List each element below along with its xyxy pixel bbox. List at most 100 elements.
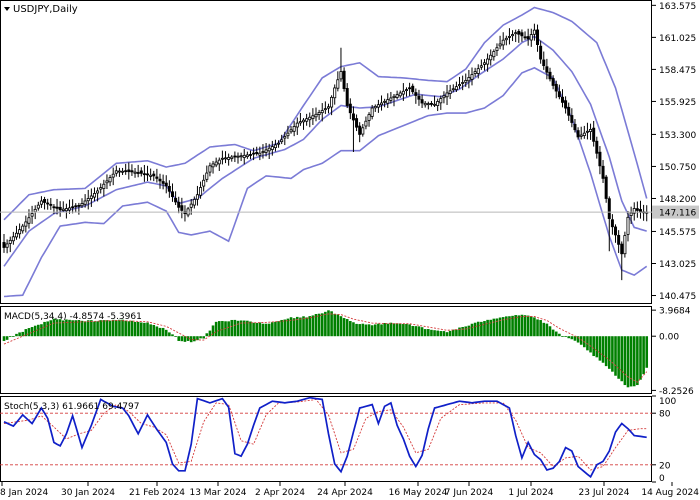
- candle-body: [283, 136, 287, 139]
- macd-bar: [339, 316, 343, 337]
- macd-bar: [217, 321, 221, 337]
- macd-bar: [505, 316, 508, 337]
- price-axis-label: 148.200: [659, 195, 696, 205]
- date-axis-label: 8 Jan 2024: [0, 488, 48, 498]
- macd-bar: [21, 331, 25, 337]
- macd-bar: [604, 336, 608, 367]
- macd-bar: [196, 336, 199, 341]
- candle-body: [392, 95, 396, 98]
- candle-body: [180, 205, 184, 211]
- macd-bar: [345, 319, 349, 337]
- candle-body: [124, 170, 128, 173]
- date-axis-label: 2 Apr 2024: [255, 488, 305, 498]
- date-axis-label: 13 Mar 2024: [189, 488, 246, 498]
- candle-body: [199, 187, 203, 196]
- candle-body: [504, 37, 508, 41]
- candle-body: [230, 156, 234, 159]
- candle-body: [458, 84, 462, 87]
- macd-bar: [370, 325, 374, 337]
- macd-bar: [15, 333, 18, 337]
- candle-body: [289, 129, 293, 133]
- macd-bar: [480, 321, 483, 337]
- candle-body: [83, 200, 87, 205]
- macd-bar: [352, 322, 355, 337]
- candle-body: [133, 171, 137, 174]
- candle-body: [71, 206, 75, 209]
- macd-bar: [83, 321, 87, 337]
- macd-bar: [277, 321, 280, 337]
- macd-bar: [586, 336, 589, 351]
- macd-bar: [80, 320, 84, 337]
- macd-bar: [564, 336, 567, 338]
- macd-bar: [246, 320, 249, 337]
- macd-bar: [445, 332, 449, 337]
- candle-body: [567, 106, 571, 116]
- macd-bar: [539, 320, 542, 337]
- macd-bar: [317, 313, 321, 337]
- candle-body: [386, 99, 390, 104]
- macd-bar: [261, 323, 265, 337]
- candle-body: [74, 205, 78, 208]
- candle-body: [61, 208, 65, 211]
- macd-bar: [24, 329, 28, 337]
- candle-body: [333, 87, 337, 99]
- macd-bar: [607, 336, 611, 369]
- candle-body: [267, 147, 271, 152]
- date-axis-label: 30 Jan 2024: [61, 488, 115, 498]
- dropdown-triangle-icon[interactable]: [4, 7, 10, 11]
- candle-body: [46, 202, 50, 205]
- date-axis-label: 7 Jun 2024: [445, 488, 494, 498]
- candle-body: [195, 194, 199, 200]
- bollinger-lower-band: [3, 66, 648, 298]
- candle-body: [18, 229, 22, 235]
- candle-body: [189, 203, 193, 208]
- macd-bar: [90, 320, 93, 337]
- candle-body: [420, 99, 424, 104]
- current-price-tag: [652, 205, 699, 219]
- macd-bar: [355, 323, 358, 337]
- macd-bar: [289, 317, 293, 337]
- macd-histogram: [2, 310, 649, 388]
- candle-body: [398, 92, 402, 97]
- macd-bar: [96, 321, 99, 337]
- candle-body: [30, 213, 34, 217]
- macd-bar: [632, 336, 636, 387]
- candle-body: [429, 103, 433, 105]
- candle-body: [326, 106, 330, 109]
- macd-bar: [361, 323, 365, 337]
- candle-body: [373, 105, 377, 109]
- candle-body: [330, 96, 334, 108]
- macd-title: MACD(5,34,4) -4.8574 -5.3961: [4, 312, 142, 322]
- macd-pane-frame: [0, 306, 652, 394]
- macd-bar: [149, 324, 152, 337]
- macd-bar: [211, 325, 215, 337]
- candle-body: [33, 208, 37, 213]
- candle-body: [217, 159, 221, 165]
- macd-bar: [40, 324, 43, 337]
- candle-body: [8, 239, 12, 244]
- candle-body: [64, 208, 68, 212]
- macd-bar: [299, 317, 302, 337]
- macd-bar: [37, 324, 40, 337]
- macd-bar: [327, 310, 330, 337]
- candle-body: [539, 45, 543, 60]
- macd-bar: [2, 336, 6, 341]
- macd-bar: [130, 320, 134, 337]
- date-axis-label: 1 Jul 2024: [508, 488, 553, 498]
- macd-bar: [252, 322, 255, 337]
- macd-bar: [242, 320, 246, 337]
- macd-bar: [476, 321, 480, 337]
- macd-bar: [305, 317, 308, 337]
- macd-bar: [595, 336, 599, 358]
- candle-body: [139, 170, 143, 174]
- date-axis-label: 14 Aug 2024: [641, 488, 699, 498]
- macd-bar: [373, 324, 377, 337]
- candle-body: [202, 179, 206, 187]
- main-price-axis: 163.575 161.025 158.475 155.925 153.300 150.7…: [652, 2, 696, 302]
- candle-body: [49, 203, 53, 206]
- candle-body: [270, 146, 274, 150]
- candle-body: [220, 157, 224, 160]
- bollinger-upper-band: [3, 6, 648, 221]
- candle-body: [105, 180, 109, 184]
